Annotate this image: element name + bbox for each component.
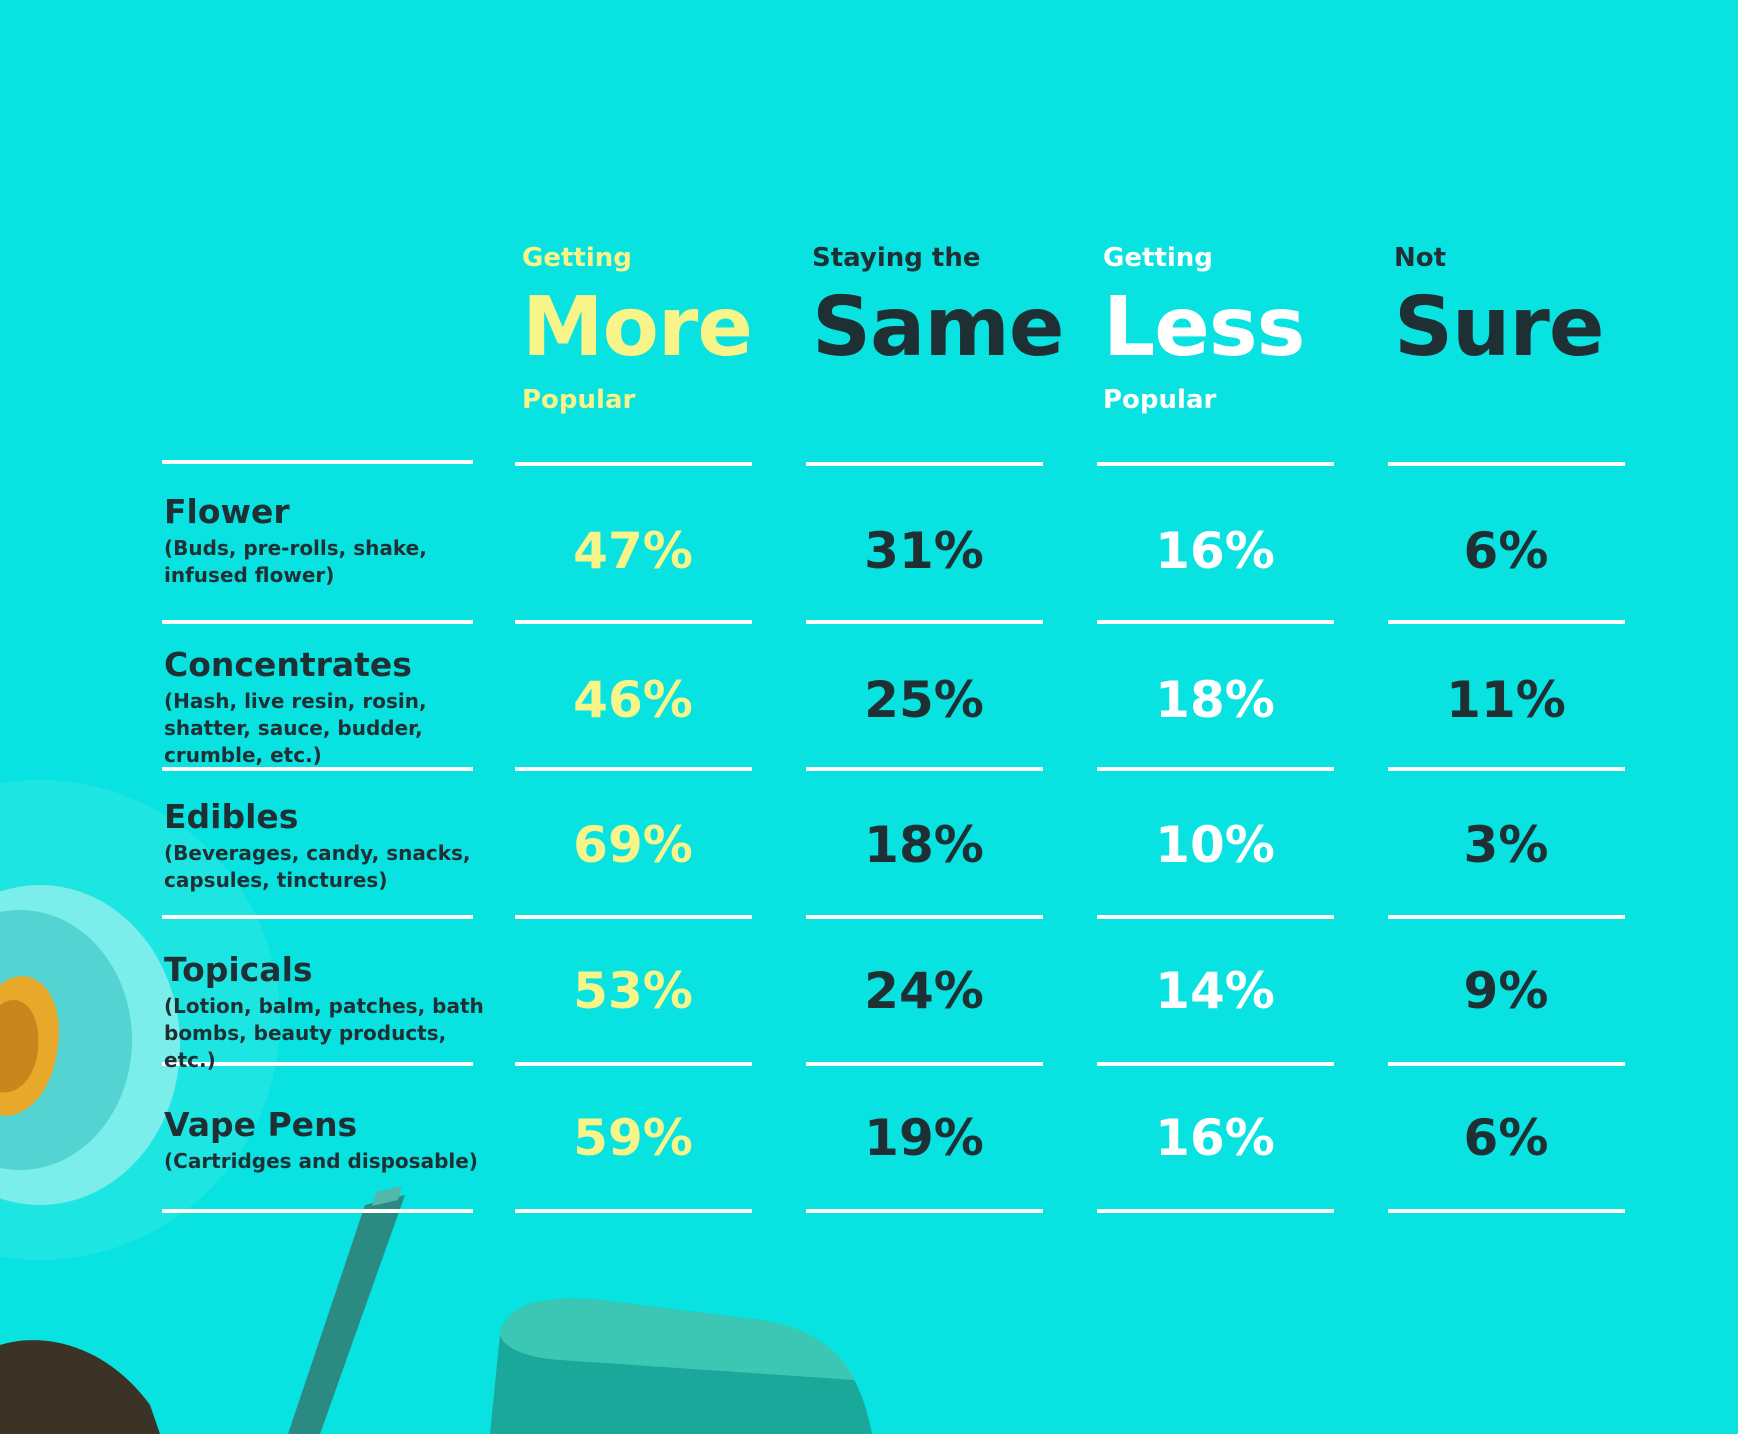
category-description: (Hash, live resin, rosin, shatter, sauce… [164, 689, 427, 767]
category-name: Topicals [164, 950, 313, 989]
category-divider [162, 1062, 473, 1066]
category-description: (Cartridges and disposable) [164, 1149, 478, 1173]
row-divider [806, 1062, 1043, 1066]
category-name: Vape Pens [164, 1105, 358, 1144]
category-label: Topicals (Lotion, balm, patches, bath bom… [164, 951, 504, 1074]
column-header-post [1394, 382, 1654, 418]
column-header-post: Popular [1103, 385, 1217, 415]
value-cell-less: 16% [1155, 522, 1275, 580]
row-divider [1097, 462, 1334, 466]
value-cell-less: 16% [1155, 1109, 1275, 1167]
row-divider [1388, 767, 1625, 771]
category-divider [162, 767, 473, 771]
column-header-pre: Staying the [812, 243, 981, 273]
category-name: Concentrates [164, 645, 412, 684]
category-label: Edibles (Beverages, candy, snacks, capsul… [164, 798, 504, 894]
value-cell-same: 19% [864, 1109, 984, 1167]
category-description: (Buds, pre-rolls, shake, infused flower) [164, 536, 427, 587]
column-header-same: Staying the Same [812, 240, 1072, 418]
row-divider [1388, 1209, 1625, 1213]
value-cell-not_sure: 3% [1463, 816, 1549, 874]
row-divider [1388, 620, 1625, 624]
row-divider [1388, 915, 1625, 919]
row-divider [1097, 767, 1334, 771]
category-description: (Beverages, candy, snacks, capsules, tin… [164, 841, 471, 892]
value-cell-same: 18% [864, 816, 984, 874]
value-cell-same: 31% [864, 522, 984, 580]
category-divider [162, 460, 473, 464]
category-divider [162, 620, 473, 624]
column-header-main: More [522, 280, 753, 375]
row-divider [806, 462, 1043, 466]
column-header-more: Getting More Popular [522, 240, 782, 418]
row-divider [1388, 1062, 1625, 1066]
category-label: Concentrates (Hash, live resin, rosin, sh… [164, 646, 504, 769]
category-divider [162, 915, 473, 919]
row-divider [1097, 620, 1334, 624]
category-name: Flower [164, 492, 290, 531]
column-header-post: Popular [522, 385, 636, 415]
category-name: Edibles [164, 797, 299, 836]
row-divider [1097, 915, 1334, 919]
column-header-less: Getting Less Popular [1103, 240, 1363, 418]
value-cell-not_sure: 9% [1463, 962, 1549, 1020]
row-divider [515, 1062, 752, 1066]
row-divider [515, 1209, 752, 1213]
value-cell-more: 69% [573, 816, 693, 874]
column-header-main: Less [1103, 280, 1305, 375]
row-divider [1097, 1209, 1334, 1213]
row-divider [806, 915, 1043, 919]
row-divider [1097, 1062, 1334, 1066]
category-description: (Lotion, balm, patches, bath bombs, beau… [164, 994, 484, 1072]
row-divider [806, 767, 1043, 771]
row-divider [515, 915, 752, 919]
value-cell-not_sure: 6% [1463, 522, 1549, 580]
value-cell-not_sure: 11% [1446, 671, 1566, 729]
value-cell-more: 47% [573, 522, 693, 580]
value-cell-more: 46% [573, 671, 693, 729]
value-cell-same: 24% [864, 962, 984, 1020]
value-cell-less: 10% [1155, 816, 1275, 874]
row-divider [515, 767, 752, 771]
row-divider [806, 620, 1043, 624]
value-cell-more: 53% [573, 962, 693, 1020]
category-label: Vape Pens (Cartridges and disposable) [164, 1106, 504, 1175]
column-header-main: Sure [1394, 280, 1605, 375]
value-cell-same: 25% [864, 671, 984, 729]
row-divider [806, 1209, 1043, 1213]
column-header-pre: Not [1394, 243, 1447, 273]
row-divider [515, 462, 752, 466]
value-cell-not_sure: 6% [1463, 1109, 1549, 1167]
row-divider [515, 620, 752, 624]
column-header-pre: Getting [1103, 243, 1213, 273]
row-divider [1388, 462, 1625, 466]
column-header-main: Same [812, 280, 1064, 375]
value-cell-less: 14% [1155, 962, 1275, 1020]
category-label: Flower (Buds, pre-rolls, shake, infused f… [164, 493, 504, 589]
column-header-post [812, 382, 1072, 418]
value-cell-less: 18% [1155, 671, 1275, 729]
column-header-not_sure: Not Sure [1394, 240, 1654, 418]
category-divider [162, 1209, 473, 1213]
column-header-pre: Getting [522, 243, 632, 273]
value-cell-more: 59% [573, 1109, 693, 1167]
